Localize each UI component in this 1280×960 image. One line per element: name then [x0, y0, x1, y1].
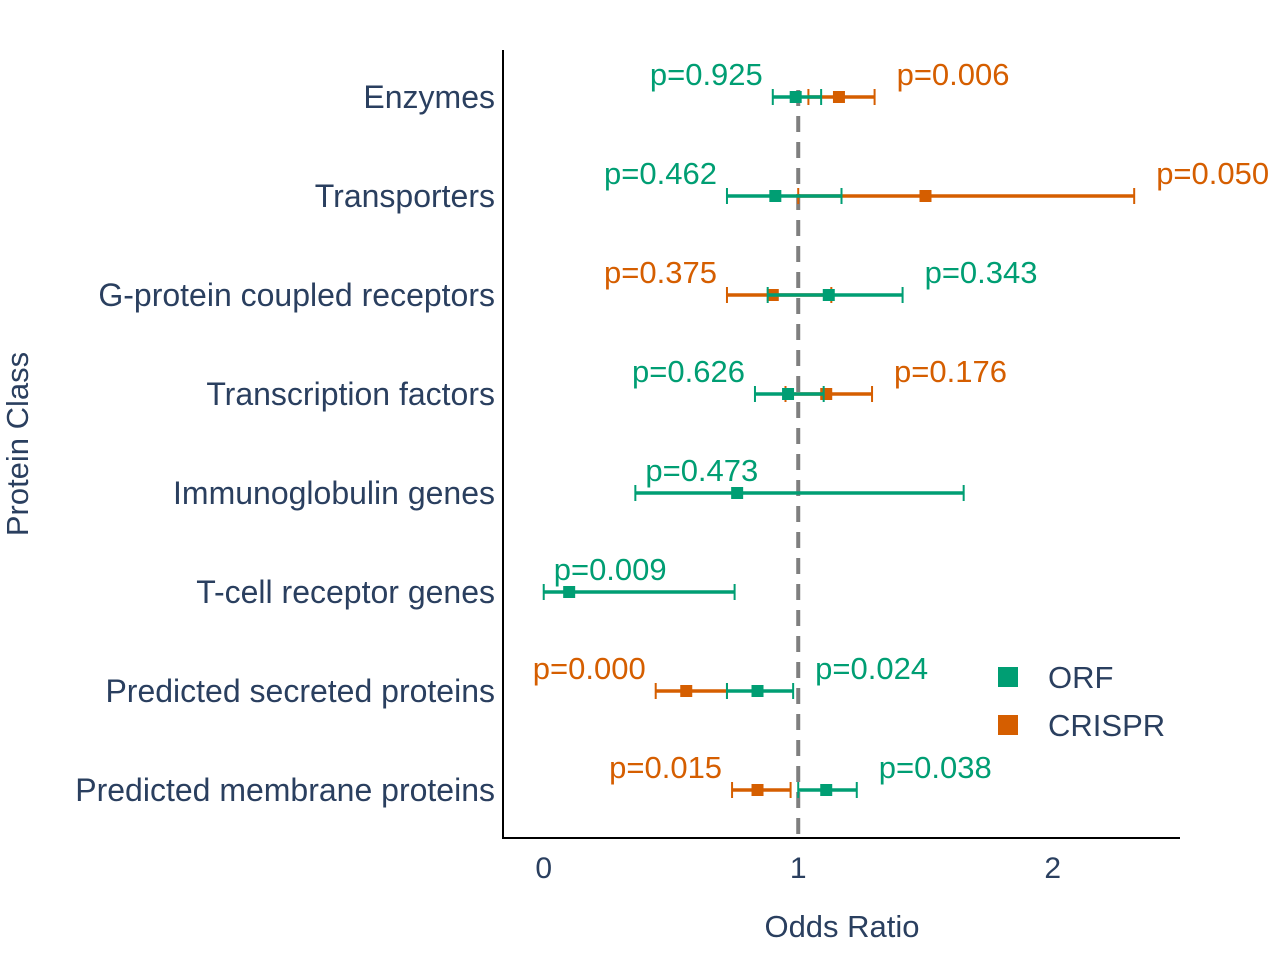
point-marker: [822, 289, 835, 301]
x-axis-title: Odds Ratio: [764, 909, 919, 944]
category-label: Predicted secreted proteins: [105, 673, 495, 709]
p-value-label: p=0.473: [645, 453, 758, 488]
point-marker: [769, 190, 782, 202]
category-label: Transporters: [315, 178, 495, 214]
category-labels: Enzymes Transporters G-protein coupled rec…: [75, 79, 495, 808]
p-value-label: p=0.375: [604, 255, 717, 290]
point-marker: [782, 388, 795, 400]
axes-group: [502, 50, 1180, 839]
p-value-label: p=0.009: [554, 552, 667, 587]
category-label: Enzymes: [363, 79, 495, 115]
p-value-label: p=0.462: [604, 156, 717, 191]
x-tick-label: 2: [1044, 852, 1061, 885]
p-value-label: p=0.024: [815, 651, 928, 686]
category-label: Predicted membrane proteins: [75, 772, 495, 808]
category-label: G-protein coupled receptors: [98, 277, 495, 313]
p-value-label: p=0.015: [609, 750, 722, 785]
category-label: T-cell receptor genes: [196, 574, 495, 610]
p-value-label: p=0.925: [650, 57, 763, 92]
point-marker: [731, 487, 744, 499]
point-marker: [751, 784, 764, 796]
point-marker: [751, 685, 764, 697]
legend-swatch: [998, 667, 1018, 687]
series-group: [542, 89, 1136, 798]
y-axis-title: Protein Class: [0, 352, 35, 536]
p-value-label: p=0.176: [894, 354, 1007, 389]
category-label: Immunoglobulin genes: [173, 475, 495, 511]
x-tick-label: 1: [790, 852, 807, 885]
p-value-label: p=0.626: [632, 354, 745, 389]
x-tick-label: 0: [535, 852, 552, 885]
point-marker: [820, 784, 833, 796]
p-value-label: p=0.038: [879, 750, 992, 785]
point-marker: [563, 586, 576, 598]
legend-swatch: [998, 715, 1018, 735]
point-marker: [789, 91, 802, 103]
p-value-label: p=0.000: [533, 651, 646, 686]
point-marker: [919, 190, 932, 202]
p-value-label: p=0.050: [1156, 156, 1269, 191]
point-marker: [680, 685, 693, 697]
series-orf: [542, 89, 965, 798]
p-value-labels: p=0.925 p=0.006 p=0.462 p=0.050 p=0.375 p=0.3…: [533, 57, 1269, 785]
legend-label: CRISPR: [1048, 708, 1165, 743]
category-label: Transcription factors: [206, 376, 495, 412]
point-marker: [832, 91, 845, 103]
p-value-label: p=0.343: [925, 255, 1038, 290]
legend: ORF CRISPR: [998, 660, 1165, 743]
p-value-label: p=0.006: [897, 57, 1010, 92]
legend-label: ORF: [1048, 660, 1113, 695]
x-tick-labels: 0 1 2: [535, 852, 1061, 885]
